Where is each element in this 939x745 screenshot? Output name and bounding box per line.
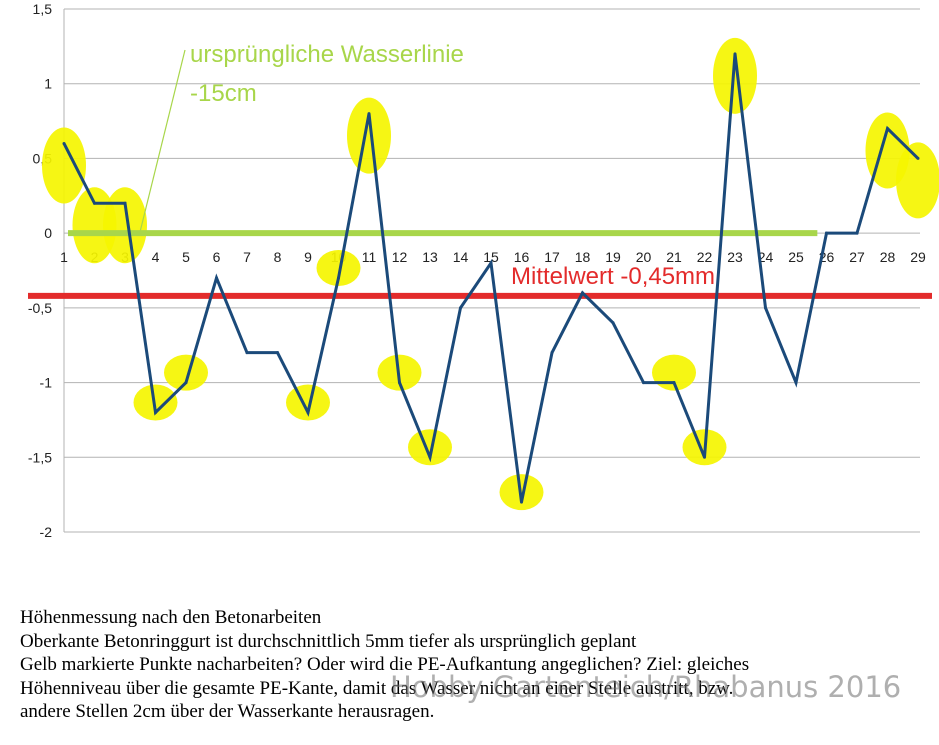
x-tick-label: 24 (758, 249, 774, 265)
highlight-mark (896, 142, 939, 219)
caption-line: Gelb markierte Punkte nacharbeiten? Oder… (20, 654, 750, 675)
data-point (886, 127, 889, 131)
data-point (62, 141, 66, 145)
data-point (367, 112, 371, 116)
data-point (703, 455, 706, 459)
highlight-mark (164, 354, 208, 391)
x-tick-label: 27 (849, 249, 865, 265)
data-point (123, 201, 127, 205)
x-tick-label: 5 (182, 249, 190, 265)
data-point (642, 381, 645, 385)
y-tick-label: -1 (40, 375, 53, 391)
water-line-label: ursprüngliche Wasserlinie (190, 41, 464, 68)
data-point (611, 321, 615, 325)
x-tick-label: 4 (152, 249, 160, 265)
data-point (337, 276, 340, 280)
data-point (794, 381, 798, 385)
x-tick-label: 8 (274, 249, 282, 265)
x-tick-label: 13 (422, 249, 438, 265)
x-axis: 1234567891011121314151617181920212223242… (60, 249, 926, 265)
x-tick-label: 20 (636, 249, 652, 265)
caption-line: andere Stellen 2cm über der Wasserkante … (20, 701, 435, 722)
data-point (581, 291, 584, 295)
line-chart: 1,510,50-0,5-1-1,5-2 1234567891011121314… (28, 1, 939, 540)
highlight-mark (316, 249, 361, 286)
x-tick-label: 17 (544, 249, 560, 265)
data-point (825, 231, 828, 235)
x-tick-label: 28 (880, 249, 896, 265)
data-series (62, 52, 920, 504)
x-tick-label: 7 (243, 249, 251, 265)
data-point (428, 455, 432, 459)
highlight-mark (347, 97, 391, 174)
x-tick-label: 19 (605, 249, 621, 265)
x-tick-label: 6 (213, 249, 221, 265)
highlight-mark (103, 187, 147, 264)
water-line-pointer (139, 49, 186, 233)
data-point (672, 381, 676, 385)
x-tick-label: 15 (483, 249, 499, 265)
data-point (550, 351, 554, 355)
mean-line-label: Mittelwert -0,45mm (511, 263, 715, 290)
y-tick-label: 1 (44, 76, 52, 92)
y-tick-label: 1,5 (33, 1, 53, 17)
caption: Höhenmessung nach den Betonarbeiten Ober… (20, 606, 920, 724)
data-point (459, 306, 462, 310)
data-point (215, 276, 218, 280)
data-point (520, 500, 523, 504)
watermark: Hobby Gartenteich/Rhabanus 2016 (390, 670, 902, 704)
y-axis: 1,510,50-0,5-1-1,5-2 (28, 1, 52, 540)
x-tick-label: 16 (514, 249, 530, 265)
caption-line: Höhenmessung nach den Betonarbeiten (20, 607, 322, 628)
highlight-mark (713, 37, 757, 114)
x-tick-label: 18 (575, 249, 591, 265)
data-point (245, 351, 249, 355)
data-point (855, 231, 859, 235)
y-tick-label: -0,5 (28, 300, 52, 316)
x-tick-label: 9 (304, 249, 312, 265)
x-tick-label: 11 (362, 249, 377, 265)
caption-line: Oberkante Betonringgurt ist durchschnitt… (20, 630, 637, 652)
data-point (733, 52, 737, 56)
y-tick-label: -1,5 (28, 449, 52, 465)
data-point (916, 156, 920, 160)
reference-lines (28, 230, 932, 299)
highlight-mark (408, 429, 452, 466)
x-tick-label: 25 (788, 249, 804, 265)
data-point (154, 410, 157, 414)
x-tick-label: 14 (453, 249, 469, 265)
caption-line: Höhenniveau über die gesamte PE-Kante, d… (20, 677, 734, 699)
highlight-mark (72, 187, 117, 264)
data-point (276, 351, 279, 355)
y-tick-label: 0 (44, 225, 52, 241)
x-tick-label: 1 (60, 249, 68, 265)
water-line-sublabel: -15cm (190, 80, 257, 107)
data-point (489, 261, 493, 265)
x-tick-label: 23 (727, 249, 743, 265)
x-tick-label: 29 (910, 249, 926, 265)
annotations: ursprüngliche Wasserlinie -15cm Mittelwe… (139, 41, 715, 290)
x-tick-label: 22 (697, 249, 713, 265)
data-point (306, 410, 310, 414)
data-point (93, 201, 96, 205)
data-point (398, 381, 401, 385)
x-tick-label: 12 (392, 249, 408, 265)
data-point (184, 381, 188, 385)
series-line (62, 53, 920, 503)
yellow-highlight-marks (42, 37, 939, 511)
data-point (764, 306, 767, 310)
highlight-mark (42, 127, 86, 204)
x-tick-label: 21 (666, 249, 682, 265)
y-tick-label: -2 (40, 524, 53, 540)
